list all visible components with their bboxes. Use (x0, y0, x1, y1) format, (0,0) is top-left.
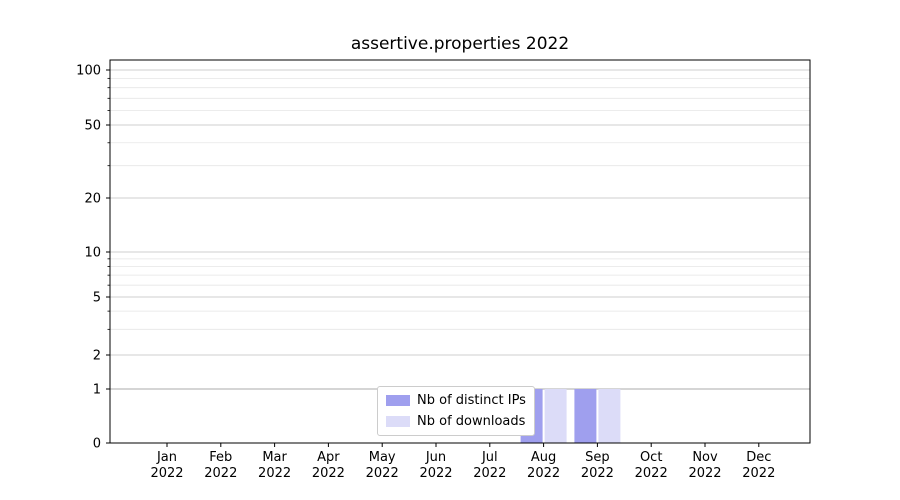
y-tick-label: 0 (93, 437, 101, 452)
x-tick-label-month: Jan (156, 450, 177, 465)
y-tick-label: 1 (93, 383, 101, 398)
legend-item-distinct-ips: Nb of distinct IPs (386, 393, 526, 408)
x-tick-label-month: Sep (585, 450, 610, 465)
bar-nb-of-downloads (544, 389, 567, 443)
bar-nb-of-distinct-ips (574, 389, 597, 443)
x-tick-label-year: 2022 (688, 466, 721, 481)
legend-swatch-distinct-ips (386, 395, 410, 406)
x-tick-label-month: Feb (209, 450, 232, 465)
x-tick-label-year: 2022 (150, 466, 183, 481)
x-tick-label-month: Apr (317, 450, 340, 465)
legend-item-downloads: Nb of downloads (386, 414, 526, 429)
legend-swatch-downloads (386, 416, 410, 427)
x-tick-label-year: 2022 (366, 466, 399, 481)
legend: Nb of distinct IPs Nb of downloads (377, 386, 535, 436)
x-tick-label-year: 2022 (581, 466, 614, 481)
y-tick-label: 5 (93, 291, 101, 306)
x-tick-label-month: Dec (746, 450, 771, 465)
x-tick-label-year: 2022 (419, 466, 452, 481)
x-tick-label-month: Aug (531, 450, 556, 465)
y-tick-label: 2 (93, 349, 101, 364)
x-tick-label-year: 2022 (312, 466, 345, 481)
x-tick-label-month: Oct (640, 450, 662, 465)
x-tick-label-year: 2022 (473, 466, 506, 481)
x-tick-label-year: 2022 (258, 466, 291, 481)
y-tick-label: 50 (84, 119, 101, 134)
y-tick-label: 10 (84, 246, 101, 261)
y-tick-label: 20 (84, 192, 101, 207)
x-tick-label-year: 2022 (204, 466, 237, 481)
legend-label-downloads: Nb of downloads (417, 414, 526, 429)
x-tick-label-year: 2022 (527, 466, 560, 481)
x-tick-label-year: 2022 (635, 466, 668, 481)
x-tick-label-month: Jun (425, 450, 446, 465)
chart-title: assertive.properties 2022 (350, 34, 570, 54)
x-tick-label-month: May (369, 450, 396, 465)
x-tick-label-month: Jul (481, 450, 498, 465)
y-tick-label: 100 (76, 64, 101, 79)
legend-label-distinct-ips: Nb of distinct IPs (417, 393, 526, 408)
x-tick-label-year: 2022 (742, 466, 775, 481)
x-tick-label-month: Mar (262, 450, 287, 465)
x-tick-label-month: Nov (692, 450, 718, 465)
bar-nb-of-downloads (598, 389, 621, 443)
